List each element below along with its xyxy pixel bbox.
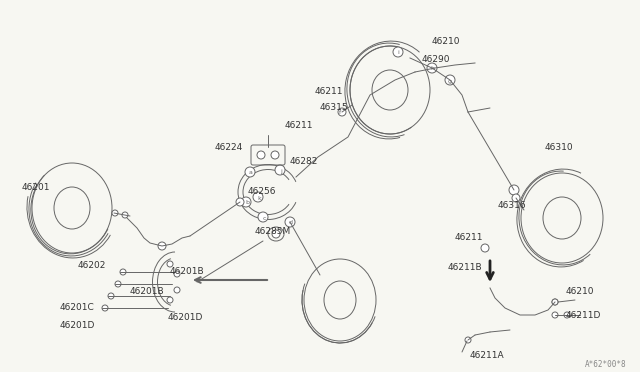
Text: 46201D: 46201D	[60, 321, 95, 330]
Text: 46310: 46310	[545, 144, 573, 153]
Text: 46211D: 46211D	[566, 311, 602, 320]
Circle shape	[512, 194, 520, 202]
Circle shape	[245, 167, 255, 177]
Circle shape	[481, 244, 489, 252]
Circle shape	[174, 287, 180, 293]
Circle shape	[236, 198, 244, 206]
Circle shape	[465, 337, 471, 343]
Circle shape	[427, 63, 437, 73]
Circle shape	[564, 312, 570, 318]
Circle shape	[122, 212, 128, 218]
Circle shape	[112, 210, 118, 216]
Circle shape	[253, 192, 263, 202]
Circle shape	[115, 281, 121, 287]
Circle shape	[272, 230, 280, 238]
Text: g: g	[448, 78, 452, 83]
Circle shape	[174, 271, 180, 277]
Circle shape	[257, 151, 265, 159]
Circle shape	[271, 151, 279, 159]
Text: 46210: 46210	[432, 38, 461, 46]
Circle shape	[241, 197, 251, 207]
Text: 46210: 46210	[566, 288, 595, 296]
Circle shape	[338, 108, 346, 116]
Circle shape	[393, 47, 403, 57]
Text: 46315: 46315	[320, 103, 349, 112]
Text: 46290: 46290	[422, 55, 451, 64]
Text: c: c	[262, 215, 266, 221]
Text: 46211A: 46211A	[470, 350, 504, 359]
Text: 46211: 46211	[315, 87, 344, 96]
Text: 46201B: 46201B	[170, 267, 205, 276]
Text: h: h	[430, 67, 434, 71]
Circle shape	[102, 305, 108, 311]
Text: 46256: 46256	[248, 187, 276, 196]
Text: a: a	[249, 170, 253, 176]
Text: i: i	[397, 51, 399, 55]
Circle shape	[258, 212, 268, 222]
Circle shape	[167, 297, 173, 303]
Circle shape	[275, 165, 285, 175]
Circle shape	[167, 261, 173, 267]
Text: 46211B: 46211B	[448, 263, 483, 273]
Circle shape	[552, 299, 558, 305]
Circle shape	[120, 269, 126, 275]
Text: d: d	[289, 221, 293, 225]
Text: 46202: 46202	[78, 260, 106, 269]
Circle shape	[108, 293, 114, 299]
Text: 46201B: 46201B	[130, 288, 164, 296]
Text: 46285M: 46285M	[255, 228, 291, 237]
Text: f: f	[339, 110, 341, 115]
Text: 46201C: 46201C	[60, 304, 95, 312]
Circle shape	[509, 185, 519, 195]
Circle shape	[158, 242, 166, 250]
Circle shape	[445, 75, 455, 85]
Text: 46316: 46316	[498, 201, 527, 209]
Text: k: k	[257, 196, 261, 201]
Text: A*62*00*8: A*62*00*8	[585, 360, 627, 369]
Circle shape	[552, 299, 558, 305]
Text: b: b	[245, 201, 249, 205]
Text: 46224: 46224	[215, 144, 243, 153]
Circle shape	[285, 217, 295, 227]
Text: 46201D: 46201D	[168, 314, 204, 323]
Text: 46211: 46211	[455, 234, 483, 243]
Text: 46211: 46211	[285, 121, 314, 129]
Circle shape	[552, 312, 558, 318]
Text: 46282: 46282	[290, 157, 318, 167]
Text: j: j	[280, 169, 282, 173]
Text: 46201: 46201	[22, 183, 51, 192]
